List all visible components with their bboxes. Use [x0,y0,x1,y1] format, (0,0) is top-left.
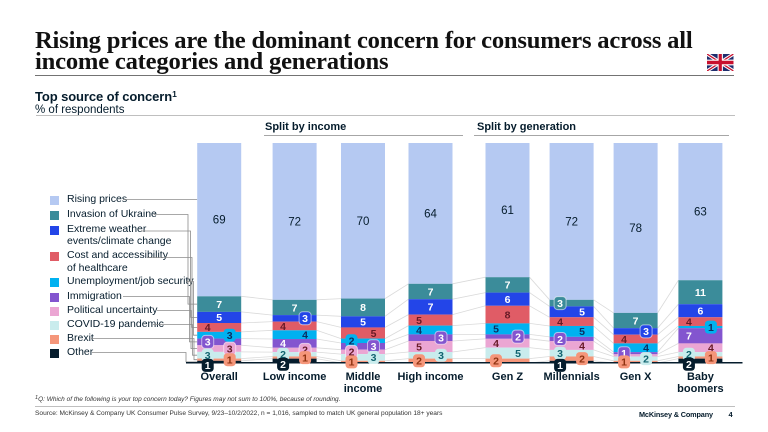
svg-text:2: 2 [349,336,355,348]
svg-text:7: 7 [428,302,434,314]
svg-text:7: 7 [428,286,434,298]
svg-text:72: 72 [288,216,301,228]
svg-text:4: 4 [621,334,627,346]
svg-text:6: 6 [697,306,703,318]
svg-text:4: 4 [686,316,692,328]
svg-text:income: income [344,383,383,395]
svg-text:boomers: boomers [677,383,723,395]
svg-text:1: 1 [708,322,714,334]
svg-text:4: 4 [579,340,585,352]
svg-text:7: 7 [505,280,511,292]
svg-text:3: 3 [371,341,377,353]
svg-text:2: 2 [557,334,563,346]
svg-text:Low income: Low income [263,371,327,383]
svg-text:2: 2 [349,347,355,359]
svg-text:1: 1 [227,355,233,367]
svg-text:5: 5 [416,341,422,353]
svg-text:3: 3 [205,337,211,349]
svg-text:3: 3 [438,350,444,362]
svg-text:3: 3 [227,343,233,355]
svg-text:7: 7 [216,299,222,311]
svg-text:3: 3 [205,350,211,362]
svg-text:Gen Z: Gen Z [492,371,523,383]
svg-text:2: 2 [686,349,692,361]
svg-text:5: 5 [360,317,366,329]
svg-text:61: 61 [501,205,514,217]
svg-text:6: 6 [505,294,511,306]
svg-text:3: 3 [557,298,563,310]
svg-text:4: 4 [205,322,211,334]
svg-text:Overall: Overall [201,371,238,383]
svg-text:1: 1 [205,360,211,372]
svg-text:69: 69 [213,215,226,227]
svg-text:3: 3 [227,330,233,342]
svg-text:64: 64 [424,208,437,220]
svg-text:2: 2 [493,356,499,368]
svg-text:11: 11 [695,287,706,299]
svg-text:2: 2 [643,353,649,365]
svg-text:2: 2 [280,349,286,361]
svg-text:5: 5 [493,324,499,336]
svg-text:3: 3 [371,352,377,364]
svg-text:78: 78 [629,223,642,235]
svg-text:4: 4 [493,338,499,350]
svg-text:4: 4 [280,338,286,350]
svg-text:7: 7 [686,331,692,343]
svg-text:High income: High income [397,371,463,383]
svg-text:4: 4 [280,321,286,333]
svg-text:4: 4 [708,343,714,355]
svg-text:5: 5 [579,307,585,319]
svg-text:3: 3 [302,313,308,325]
svg-text:5: 5 [515,348,521,360]
svg-text:1: 1 [349,357,355,369]
svg-text:4: 4 [302,330,308,342]
svg-text:72: 72 [565,216,578,228]
svg-text:4: 4 [557,316,563,328]
svg-text:3: 3 [643,326,649,338]
svg-text:3: 3 [557,348,563,360]
svg-text:8: 8 [360,302,366,314]
svg-text:70: 70 [357,216,370,228]
svg-text:1: 1 [621,348,627,360]
svg-text:5: 5 [579,326,585,338]
svg-text:2: 2 [280,359,286,371]
svg-text:5: 5 [371,328,377,340]
svg-text:1: 1 [557,360,563,372]
svg-text:5: 5 [416,315,422,327]
svg-text:8: 8 [505,309,511,321]
svg-text:2: 2 [579,353,585,365]
svg-text:2: 2 [515,331,521,343]
svg-text:2: 2 [686,359,692,371]
svg-text:Middle: Middle [346,371,381,383]
svg-text:Millennials: Millennials [543,371,599,383]
svg-text:1: 1 [708,352,714,364]
svg-text:3: 3 [438,333,444,345]
svg-text:7: 7 [633,315,639,327]
svg-text:2: 2 [302,345,308,357]
svg-text:4: 4 [416,325,422,337]
svg-text:5: 5 [216,312,222,324]
svg-text:4: 4 [643,343,649,355]
svg-text:2: 2 [416,356,422,368]
svg-text:1: 1 [302,352,308,364]
svg-text:Gen X: Gen X [620,371,652,383]
svg-text:Baby: Baby [687,371,715,383]
svg-text:1: 1 [621,357,627,369]
svg-text:63: 63 [694,207,707,219]
svg-text:7: 7 [292,302,298,314]
